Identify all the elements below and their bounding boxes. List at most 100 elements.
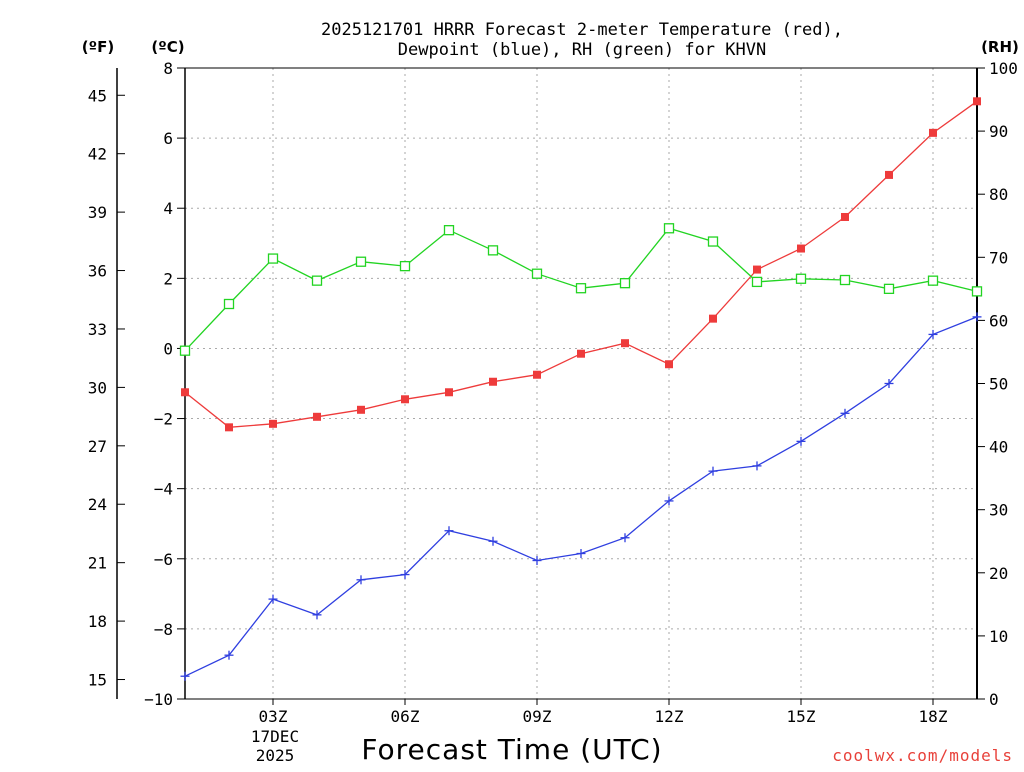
dewpoint-point (796, 436, 806, 446)
temperature-point (401, 395, 409, 404)
fahrenheit-tick-label: 39 (88, 203, 107, 222)
rh-point (399, 260, 411, 272)
rh-point (927, 275, 939, 286)
axes (116, 67, 978, 700)
dewpoint-point (532, 556, 542, 566)
rh-tick-label: 100 (989, 59, 1018, 78)
temperature-series (181, 97, 981, 432)
rh-point (575, 283, 587, 294)
temperature-point (973, 97, 981, 106)
temperature-point (181, 388, 189, 397)
rh-tick-label: 20 (989, 564, 1008, 583)
dewpoint-point (972, 312, 982, 322)
temperature-point (709, 314, 717, 323)
rh-tick-label: 70 (989, 248, 1008, 267)
temperature-point (313, 412, 321, 421)
x-tick-label: 06Z (391, 707, 420, 726)
fahrenheit-unit-label: (ºF) (82, 38, 114, 56)
rh-point (487, 245, 499, 256)
rh-tick-label: 50 (989, 375, 1008, 394)
rh-point (795, 273, 807, 284)
celsius-tick-label: 6 (163, 129, 173, 148)
temperature-point (489, 377, 497, 386)
rh-point (971, 286, 983, 297)
tick-labels: 86420−2−4−6−8−10454239363330272421181510… (88, 59, 1018, 726)
temperature-point (797, 244, 805, 253)
rh-point (619, 278, 631, 289)
temperature-line (184, 100, 978, 428)
rh-unit-label: (RH) (981, 38, 1019, 56)
dewpoint-series (180, 312, 982, 681)
dewpoint-point (224, 650, 234, 660)
dewpoint-point (620, 533, 630, 543)
temperature-point (621, 339, 629, 348)
x-tick-label: 18Z (919, 707, 948, 726)
dewpoint-point (400, 570, 410, 580)
rh-tick-label: 40 (989, 438, 1008, 457)
dewpoint-point (840, 408, 850, 418)
temperature-point (269, 419, 277, 428)
dewpoint-point (576, 549, 586, 559)
x-tick-label: 09Z (523, 707, 552, 726)
temperature-point (841, 212, 849, 221)
date-day-label: 17DEC (251, 727, 299, 746)
x-tick-label: 03Z (259, 707, 288, 726)
date-year-label: 2025 (256, 746, 295, 765)
rh-point (443, 225, 455, 236)
temperature-point (753, 265, 761, 274)
dewpoint-line (184, 316, 978, 677)
temperature-point (885, 170, 893, 179)
grid-lines (185, 68, 977, 699)
rh-point (531, 268, 543, 279)
dewpoint-point (444, 526, 454, 536)
temperature-point (225, 423, 233, 432)
rh-point (355, 256, 367, 267)
fahrenheit-tick-label: 15 (88, 671, 107, 690)
dewpoint-point (884, 379, 894, 388)
rh-point (223, 298, 235, 310)
celsius-tick-label: −6 (154, 550, 173, 569)
credit-text: coolwx.com/models (832, 746, 1013, 765)
celsius-unit-label: (ºC) (151, 38, 184, 56)
data-series (179, 97, 983, 681)
celsius-tick-label: −4 (154, 480, 173, 499)
fahrenheit-tick-label: 36 (88, 262, 107, 281)
dewpoint-point (356, 575, 366, 585)
rh-tick-label: 30 (989, 501, 1008, 520)
rh-point (839, 274, 851, 286)
dewpoint-point (488, 536, 498, 546)
temperature-point (533, 370, 541, 379)
x-tick-label: 12Z (655, 707, 684, 726)
dewpoint-point (664, 496, 674, 506)
celsius-tick-label: 4 (163, 199, 173, 218)
rh-tick-label: 90 (989, 122, 1008, 141)
fahrenheit-tick-label: 45 (88, 86, 107, 105)
celsius-tick-label: 0 (163, 339, 173, 358)
temperature-point (357, 405, 365, 414)
rh-point (311, 275, 323, 286)
dewpoint-point (180, 671, 190, 681)
rh-point (707, 236, 719, 247)
chart-title-line1: 2025121701 HRRR Forecast 2-meter Tempera… (321, 20, 843, 40)
dewpoint-point (312, 610, 322, 620)
rh-tick-label: 80 (989, 185, 1008, 204)
rh-series (179, 223, 983, 356)
celsius-tick-label: −8 (154, 620, 173, 639)
dewpoint-point (928, 329, 938, 339)
rh-tick-label: 0 (989, 690, 999, 709)
dewpoint-point (752, 461, 762, 471)
temperature-point (577, 349, 585, 358)
fahrenheit-tick-label: 18 (88, 612, 107, 631)
x-axis-label: Forecast Time (UTC) (361, 733, 662, 766)
fahrenheit-tick-label: 24 (88, 495, 107, 514)
fahrenheit-tick-label: 30 (88, 378, 107, 397)
celsius-tick-label: 2 (163, 269, 173, 288)
rh-point (751, 276, 763, 288)
fahrenheit-tick-label: 42 (88, 145, 107, 164)
chart-title-line2: Dewpoint (blue), RH (green) for KHVN (398, 40, 766, 60)
x-tick-label: 15Z (787, 707, 816, 726)
temperature-point (929, 128, 937, 137)
rh-point (883, 283, 895, 295)
